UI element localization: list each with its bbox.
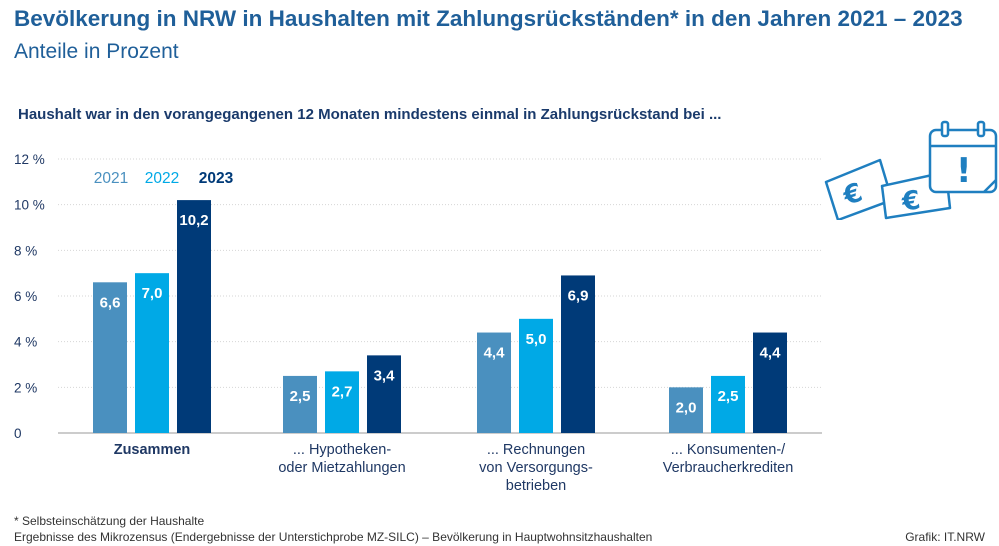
bar xyxy=(711,375,745,433)
bar xyxy=(135,273,169,433)
x-category-label: Verbraucherkrediten xyxy=(663,460,794,476)
footnote: * Selbsteinschätzung der Haushalte xyxy=(14,514,205,528)
chart-subtitle: Anteile in Prozent xyxy=(14,40,179,63)
y-tick-label: 6 % xyxy=(14,289,37,304)
x-category-label: oder Mietzahlungen xyxy=(278,460,405,476)
bar-value-label: 3,4 xyxy=(374,367,396,384)
bar-value-label: 2,7 xyxy=(332,383,353,400)
bar xyxy=(519,318,553,433)
x-category-label: von Versorgungs- xyxy=(479,460,593,476)
graphic-credit: Grafik: IT.NRW xyxy=(905,530,985,544)
x-category-label: ... Konsumenten-/ xyxy=(671,442,786,458)
bar-value-label: 7,0 xyxy=(142,285,163,302)
bar-value-label: 4,4 xyxy=(484,345,506,362)
bar xyxy=(367,355,401,433)
bar xyxy=(753,332,787,433)
bar xyxy=(93,282,127,433)
source-note: Ergebnisse des Mikrozensus (Endergebniss… xyxy=(14,530,653,544)
y-tick-label: 2 % xyxy=(14,380,37,395)
y-tick-label: 0 xyxy=(14,426,22,441)
y-tick-label: 12 % xyxy=(14,152,45,167)
exclamation-symbol: ! xyxy=(956,151,972,191)
x-category-label: Zusammen xyxy=(114,442,191,458)
bar-value-label: 2,0 xyxy=(676,399,697,416)
y-tick-label: 8 % xyxy=(14,243,37,258)
bar xyxy=(477,332,511,433)
legend-entry: 2022 xyxy=(145,170,179,187)
chart-title: Bevölkerung in NRW in Haushalten mit Zah… xyxy=(14,6,963,31)
bar-value-label: 2,5 xyxy=(290,388,311,405)
bar-value-label: 4,4 xyxy=(760,345,782,362)
y-tick-label: 4 % xyxy=(14,335,37,350)
bar xyxy=(283,375,317,433)
bar-value-label: 6,9 xyxy=(568,287,589,304)
euro-symbol-2: € xyxy=(899,185,922,217)
calendar-euro-notes-icon: € € ! xyxy=(822,120,999,225)
bar xyxy=(177,200,211,433)
bar-value-label: 5,0 xyxy=(526,331,547,348)
x-category-label: ... Rechnungen xyxy=(487,442,585,458)
bar xyxy=(325,371,359,433)
x-category-label: ... Hypotheken- xyxy=(293,442,391,458)
bar-value-label: 10,2 xyxy=(179,212,208,229)
bar xyxy=(669,387,703,433)
legend-entry: 2021 xyxy=(94,170,128,187)
bar xyxy=(561,275,595,433)
legend-entry: 2023 xyxy=(199,170,234,187)
bar-value-label: 2,5 xyxy=(718,388,739,405)
bar-value-label: 6,6 xyxy=(100,294,121,311)
question-text: Haushalt war in den vorangegangenen 12 M… xyxy=(18,106,722,123)
x-category-label: betrieben xyxy=(506,478,566,494)
y-tick-label: 10 % xyxy=(14,198,45,213)
